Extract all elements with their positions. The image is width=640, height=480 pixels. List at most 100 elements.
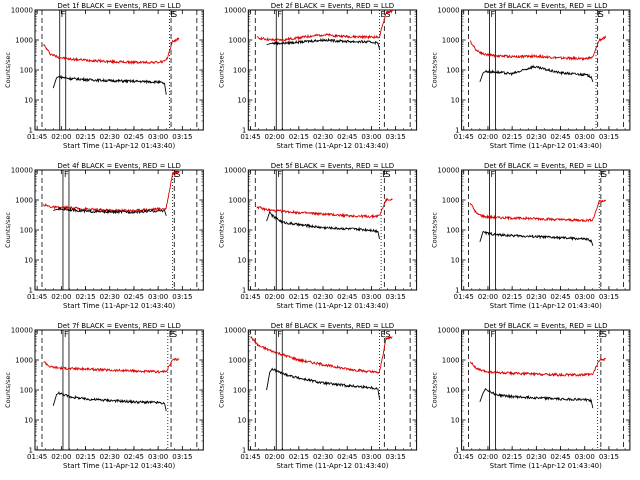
y-tick-label: 10000: [224, 327, 246, 335]
marker-label: S: [385, 170, 390, 179]
y-tick-label: 1000: [442, 357, 460, 365]
x-tick-label: 02:00: [478, 293, 498, 301]
plot-frame: [247, 169, 418, 291]
y-tick-label: 100: [446, 67, 459, 75]
y-tick-label: 10: [451, 417, 460, 425]
y-tick-label: 1: [455, 447, 459, 455]
chart-panel: Det 3f BLACK = Events, RED = LLD 1 10 100 10…: [431, 2, 631, 150]
x-axis-label: Start Time (11-Apr-12 01:43:40): [276, 142, 388, 150]
chart-panel: Det 2f BLACK = Events, RED = LLD 1 10 100 10…: [217, 2, 418, 150]
x-tick-label: 02:45: [337, 133, 357, 141]
y-tick-label: 1000: [15, 357, 33, 365]
y-axis-label: Counts/sec: [4, 212, 12, 248]
x-tick-label: 02:15: [75, 453, 95, 461]
lld-series-line: [469, 199, 607, 223]
chart-panel: Det 6f BLACK = Events, RED = LLD 1 10 100 10…: [431, 162, 631, 310]
x-axis-label: Start Time (11-Apr-12 01:43:40): [63, 142, 175, 150]
y-tick-label: 10000: [437, 327, 459, 335]
lld-series-line: [256, 9, 393, 42]
x-tick-label: 02:00: [51, 293, 71, 301]
chart-panel: Det 7f BLACK = Events, RED = LLD 1 10 100 10…: [4, 322, 204, 470]
x-tick-label: 01:45: [240, 453, 260, 461]
x-tick-label: 01:45: [454, 293, 474, 301]
y-axis-label: Counts/sec: [217, 52, 225, 88]
x-tick-label: 03:00: [148, 453, 168, 461]
y-tick-label: 10000: [11, 7, 33, 15]
x-tick-label: 02:30: [313, 453, 333, 461]
y-tick-label: 10: [451, 257, 460, 265]
lld-series-line: [469, 35, 607, 61]
lld-series-line: [469, 357, 606, 378]
marker-label: E: [380, 10, 385, 19]
x-tick-label: 02:30: [100, 293, 120, 301]
y-tick-label: 10: [451, 97, 460, 105]
events-series-line: [266, 210, 380, 240]
chart-panel: Det 4f BLACK = Events, RED = LLD 1 10 100 10…: [4, 162, 204, 310]
x-tick-label: 02:00: [265, 133, 285, 141]
x-tick-label: 01:45: [454, 453, 474, 461]
marker-label: E: [380, 330, 385, 339]
lld-series-line: [250, 335, 393, 374]
x-tick-label: 01:45: [454, 133, 474, 141]
x-axis-label: Start Time (11-Apr-12 01:43:40): [63, 462, 175, 470]
marker-label: S: [602, 330, 607, 339]
y-tick-label: 100: [233, 387, 246, 395]
y-tick-label: 100: [233, 67, 246, 75]
x-tick-label: 02:15: [75, 133, 95, 141]
y-tick-label: 100: [446, 227, 459, 235]
x-tick-label: 02:45: [337, 293, 357, 301]
y-tick-label: 1: [29, 447, 33, 455]
plot-frame: [247, 329, 418, 451]
plot-frame: [34, 329, 204, 451]
x-tick-label: 03:00: [575, 453, 595, 461]
lld-series-line: [43, 357, 180, 374]
y-tick-label: 10: [24, 97, 33, 105]
marker-label: F: [491, 330, 496, 339]
x-tick-label: 02:00: [478, 133, 498, 141]
events-series-line: [479, 64, 594, 83]
x-tick-label: 03:15: [172, 293, 192, 301]
x-tick-label: 03:15: [599, 293, 619, 301]
y-tick-label: 1000: [15, 197, 33, 205]
x-tick-label: 03:15: [386, 133, 406, 141]
x-tick-label: 02:15: [289, 453, 309, 461]
y-tick-label: 1000: [228, 197, 246, 205]
x-tick-label: 01:45: [27, 133, 47, 141]
chart-title: Det 5f BLACK = Events, RED = LLD: [271, 162, 394, 170]
y-tick-label: 100: [20, 227, 33, 235]
x-tick-label: 03:00: [148, 133, 168, 141]
lld-series-line: [256, 197, 393, 219]
y-axis-label: Counts/sec: [431, 212, 439, 248]
chart-title: Det 8f BLACK = Events, RED = LLD: [271, 322, 394, 330]
x-axis-label: Start Time (11-Apr-12 01:43:40): [276, 462, 388, 470]
chart-title: Det 4f BLACK = Events, RED = LLD: [57, 162, 180, 170]
x-tick-label: 02:30: [526, 453, 546, 461]
marker-label: S: [172, 10, 177, 19]
chart-title: Det 2f BLACK = Events, RED = LLD: [271, 2, 394, 10]
x-tick-label: 02:45: [124, 133, 144, 141]
y-tick-label: 1000: [228, 357, 246, 365]
y-axis-label: Counts/sec: [217, 372, 225, 408]
x-tick-label: 03:15: [386, 453, 406, 461]
marker-label: E: [600, 170, 605, 179]
y-tick-label: 100: [20, 67, 33, 75]
y-tick-label: 10000: [11, 167, 33, 175]
x-tick-label: 03:15: [172, 133, 192, 141]
x-tick-label: 02:30: [313, 133, 333, 141]
marker-label: E: [174, 170, 179, 179]
y-tick-label: 1000: [15, 37, 33, 45]
x-tick-label: 03:00: [575, 133, 595, 141]
x-tick-label: 02:00: [51, 453, 71, 461]
y-tick-label: 1000: [442, 37, 460, 45]
y-axis-label: Counts/sec: [4, 372, 12, 408]
lld-series-line: [43, 169, 180, 213]
marker-label: F: [491, 170, 496, 179]
y-tick-label: 10: [237, 97, 246, 105]
x-tick-label: 02:45: [337, 453, 357, 461]
x-axis-label: Start Time (11-Apr-12 01:43:40): [63, 302, 175, 310]
y-axis-label: Counts/sec: [431, 52, 439, 88]
marker-label: F: [277, 10, 282, 19]
x-tick-label: 03:00: [361, 293, 381, 301]
marker-label: S: [385, 10, 390, 19]
y-tick-label: 1: [455, 127, 459, 135]
